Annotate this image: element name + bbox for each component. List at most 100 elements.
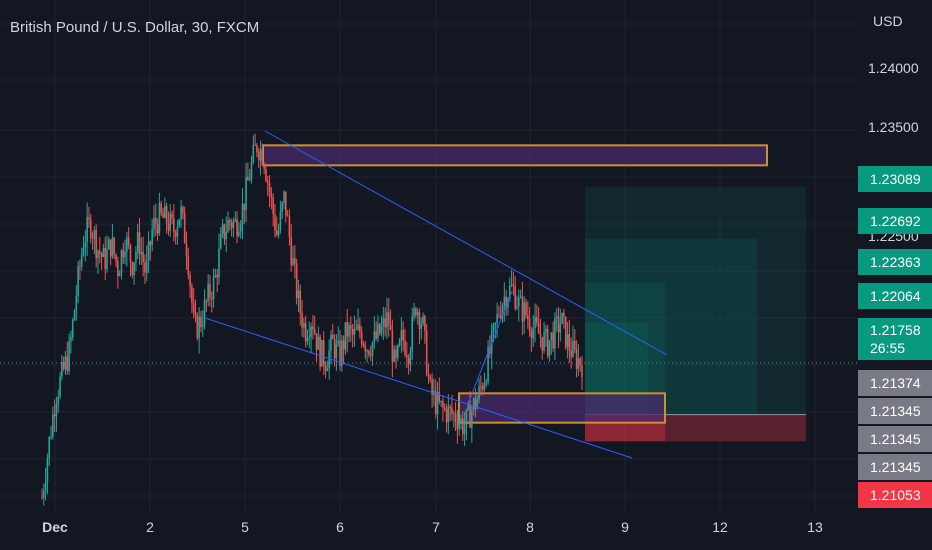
- price-label[interactable]: 1.23089: [858, 166, 932, 192]
- candle-body: [487, 347, 489, 383]
- trendlines[interactable]: [204, 130, 668, 459]
- candle-body: [536, 316, 538, 323]
- candle-body: [445, 409, 448, 423]
- candle-body: [340, 340, 343, 366]
- candle-body: [534, 316, 536, 329]
- price-label[interactable]: 1.22363: [858, 249, 932, 275]
- trendline-1: [264, 130, 668, 356]
- candle-body: [525, 302, 527, 316]
- candle-body: [543, 332, 545, 351]
- candle-body: [126, 237, 128, 252]
- candle-body: [474, 398, 477, 409]
- candle-body: [209, 283, 211, 298]
- price-label[interactable]: 1.22064: [858, 283, 932, 309]
- candle-body: [46, 458, 49, 482]
- candle-body: [89, 219, 92, 238]
- candle-body: [494, 322, 497, 325]
- candle-body: [48, 437, 51, 459]
- candle-body: [64, 356, 67, 369]
- candle-body: [396, 345, 399, 358]
- candle-body: [122, 250, 125, 258]
- candle-body: [238, 231, 240, 236]
- price-label[interactable]: 1.21053: [858, 482, 932, 508]
- candle-body: [243, 203, 246, 211]
- candle-body: [539, 333, 542, 338]
- candle-body: [378, 323, 381, 334]
- candle-body: [577, 358, 580, 369]
- price-label[interactable]: 1.21374: [858, 370, 932, 396]
- candle-body: [350, 325, 352, 329]
- candle-body: [472, 398, 475, 411]
- candle-body: [337, 340, 339, 344]
- candle-body: [91, 237, 94, 239]
- candle-body: [252, 144, 255, 162]
- candle-body: [265, 168, 267, 181]
- price-label[interactable]: 1.21345: [858, 454, 932, 480]
- candle-body: [109, 239, 112, 257]
- candle-body: [424, 315, 426, 331]
- candle-body: [189, 274, 191, 287]
- candle-body: [259, 149, 262, 161]
- candle-body: [115, 254, 117, 262]
- x-tick-label: 12: [712, 519, 728, 535]
- candle-body: [234, 219, 237, 222]
- candle-body: [404, 340, 406, 356]
- candle-body: [44, 481, 47, 491]
- candle-body: [117, 261, 119, 277]
- candle-body: [156, 224, 159, 234]
- candle-body: [528, 319, 531, 332]
- candle-body: [575, 349, 578, 369]
- candle-body: [71, 320, 74, 338]
- candle-body: [369, 354, 372, 357]
- candle-body: [230, 222, 233, 228]
- candle-body: [387, 312, 390, 326]
- trendline-3: [467, 290, 513, 405]
- candle-body: [505, 296, 507, 308]
- candle-body: [541, 337, 544, 351]
- candle-body: [198, 316, 200, 339]
- price-label[interactable]: 1.22692: [858, 208, 932, 234]
- candle-body: [192, 303, 195, 313]
- candle-body: [510, 284, 513, 286]
- candle-body: [416, 312, 419, 316]
- candle-body: [274, 214, 276, 231]
- price-label[interactable]: 1.21345: [858, 398, 932, 424]
- candle-body: [436, 392, 439, 415]
- candle-body: [247, 176, 249, 181]
- candle-body: [98, 250, 101, 254]
- candle-body: [158, 203, 161, 234]
- currency-label[interactable]: USD: [873, 13, 903, 29]
- candle-body: [288, 216, 291, 237]
- time-axis[interactable]: Dec 2 5 6 7 8 9 12 13: [42, 519, 823, 535]
- price-label[interactable]: 1.21345: [858, 426, 932, 452]
- candle-body: [173, 218, 175, 233]
- candle-body: [263, 164, 265, 169]
- candle-body: [516, 306, 518, 309]
- candle-body: [279, 211, 282, 231]
- candle-body: [106, 249, 108, 270]
- y-tick-label: 1.24000: [868, 60, 919, 76]
- candle-body: [124, 251, 126, 258]
- candle-body: [138, 232, 141, 255]
- candle-body: [194, 312, 197, 316]
- current-price-label[interactable]: 1.21758 26:55: [858, 318, 932, 360]
- candle-body: [559, 323, 562, 333]
- candle-body: [261, 149, 264, 165]
- candle-body: [452, 413, 455, 415]
- candle-body: [295, 263, 298, 299]
- candle-body: [447, 406, 450, 423]
- candle-body: [218, 248, 220, 278]
- bar-countdown: 26:55: [870, 340, 906, 356]
- symbol-title[interactable]: British Pound / U.S. Dollar, 30, FXCM: [10, 19, 260, 36]
- position-tool[interactable]: [585, 186, 806, 442]
- candle-body: [319, 336, 321, 367]
- candle-body: [391, 329, 394, 362]
- candle-body: [86, 217, 88, 243]
- candle-body: [254, 144, 256, 146]
- candle-body: [555, 316, 558, 319]
- candle-body: [483, 382, 486, 390]
- candle-body: [469, 403, 471, 428]
- candle-body: [548, 340, 551, 357]
- candle-body: [344, 322, 347, 350]
